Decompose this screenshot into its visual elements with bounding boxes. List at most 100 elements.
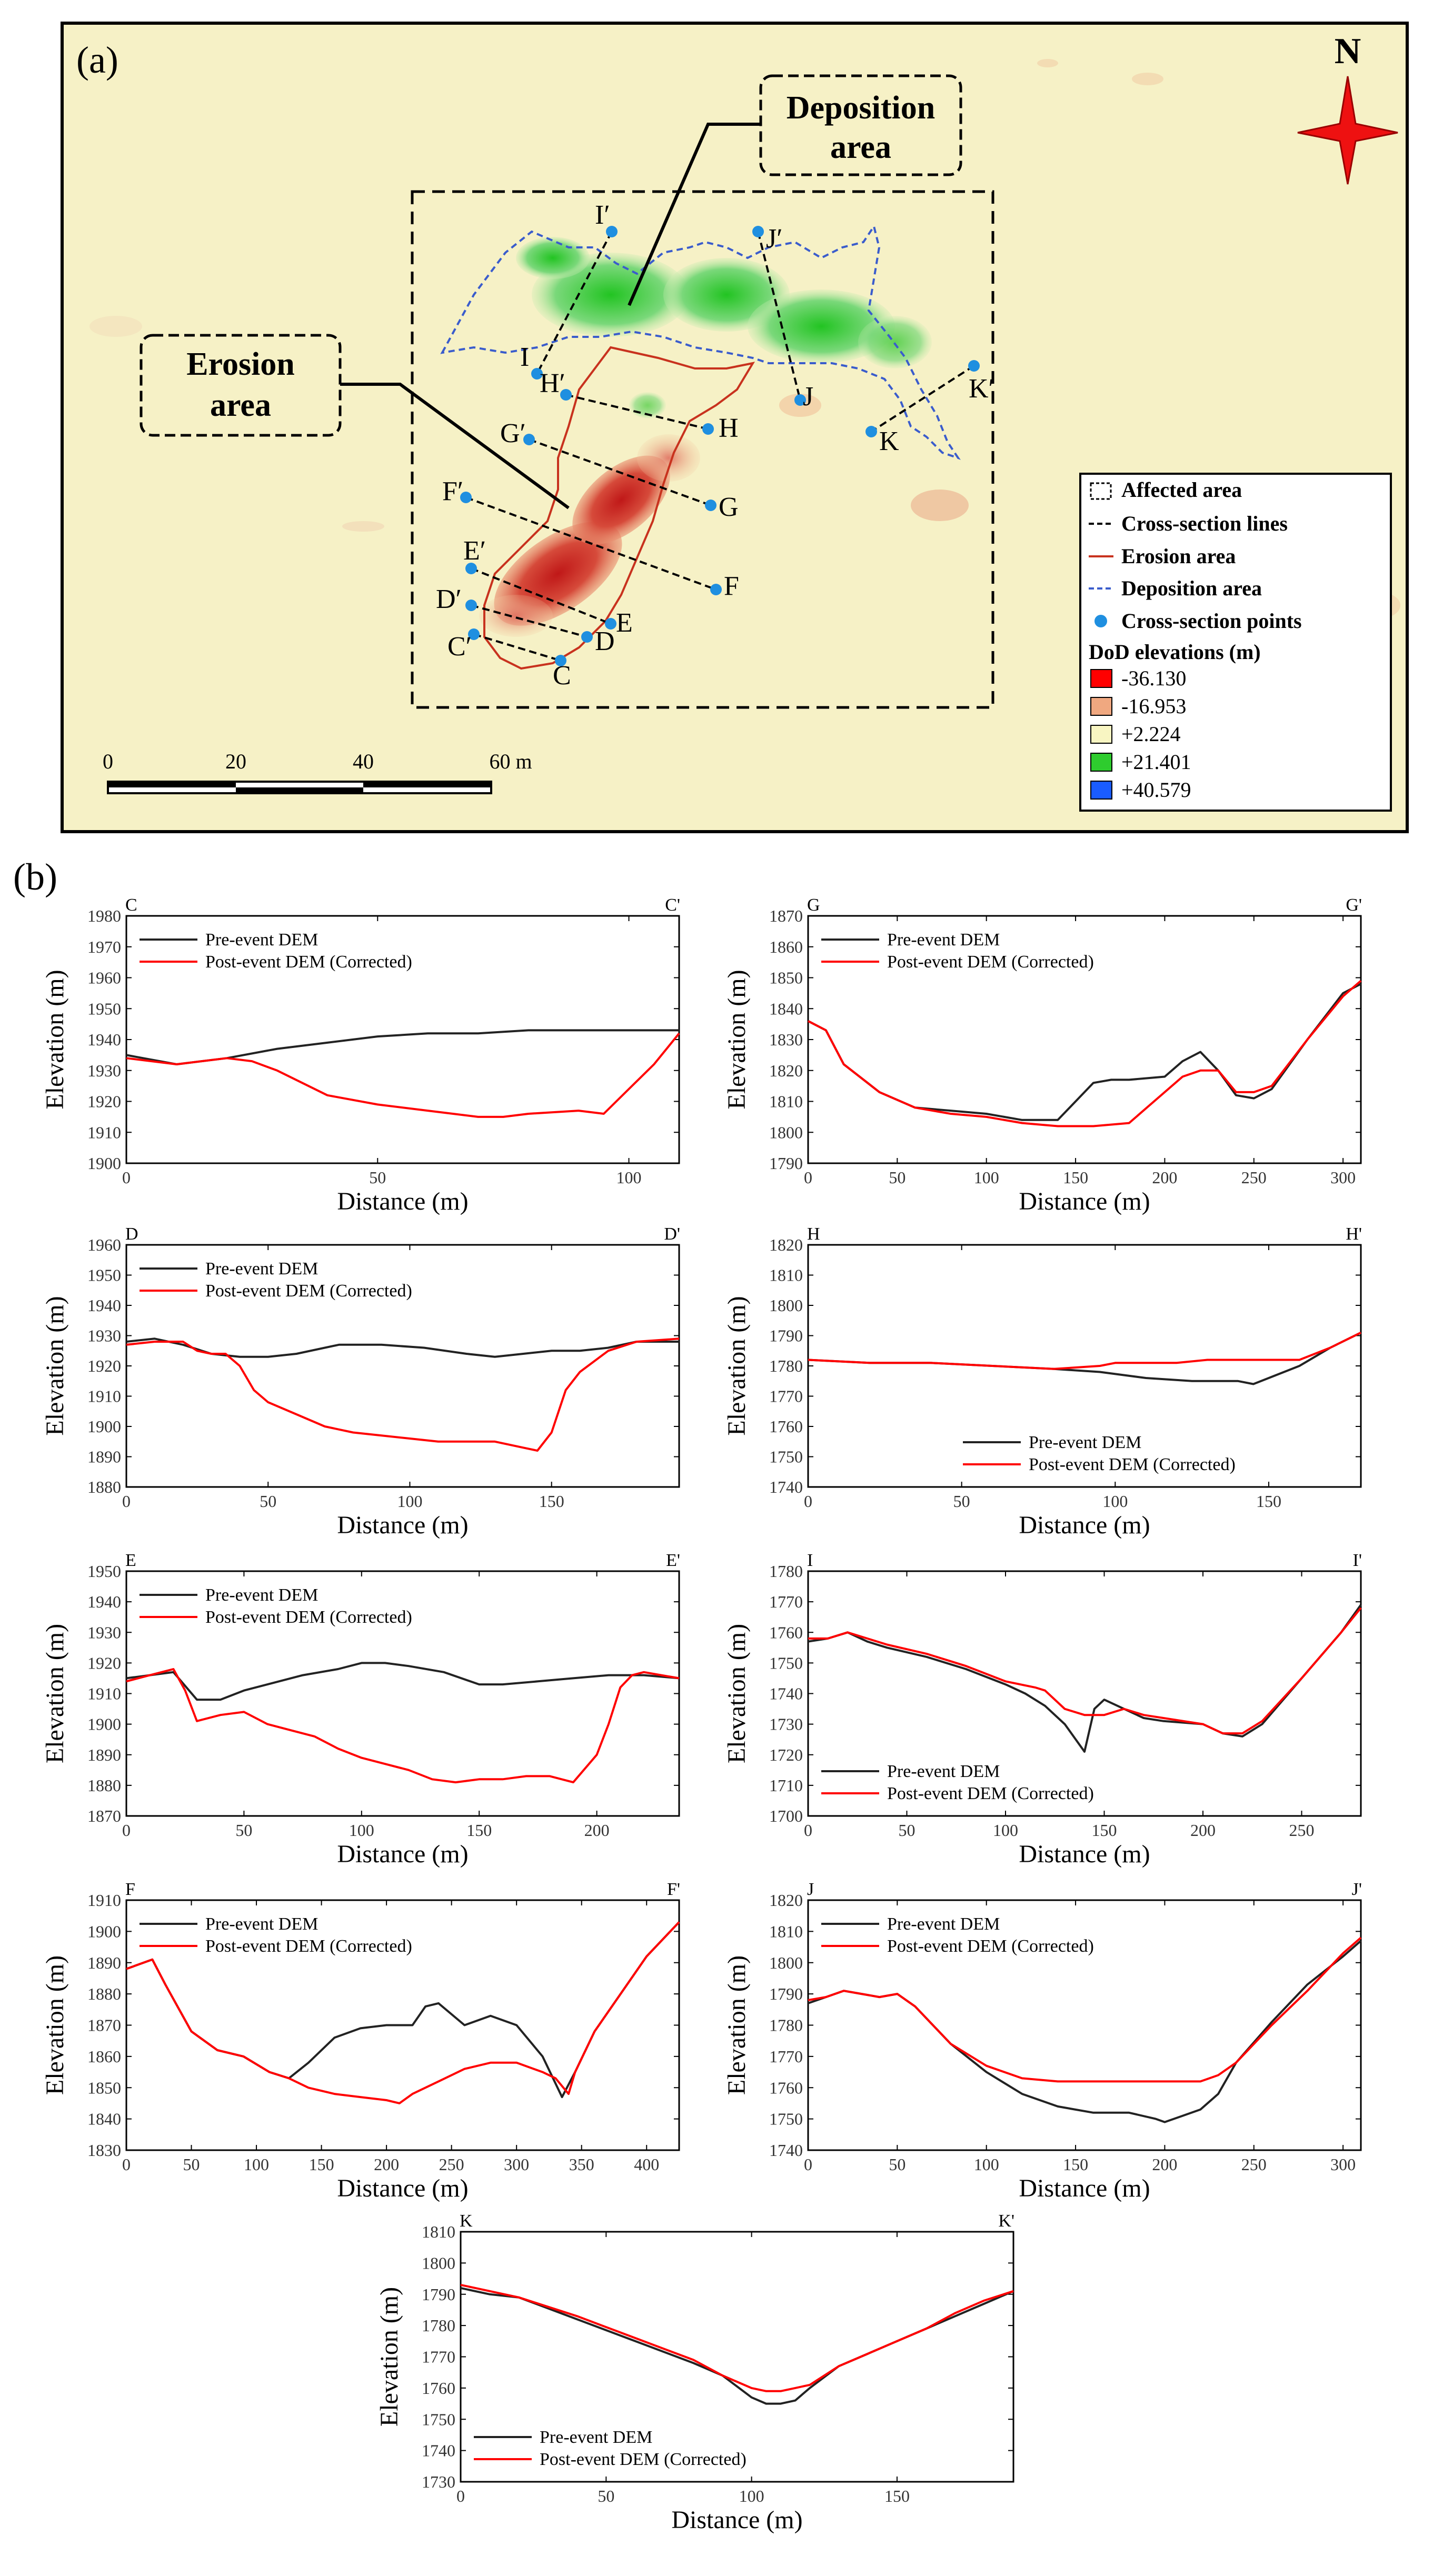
y-tick-label: 1920 [87,1653,121,1672]
label-E: E [616,608,633,638]
section-start-label: I [807,1551,813,1570]
deposition-callout-leader [628,123,761,306]
y-tick-label: 1890 [87,1953,121,1972]
x-tick-label: 300 [504,2155,529,2174]
x-tick-label: 400 [634,2155,659,2174]
legend-dod-1: -16.953 [1121,694,1186,718]
y-tick-label: 1970 [87,937,121,956]
x-tick-label: 100 [974,1168,999,1187]
y-tick-label: 1860 [769,937,803,956]
label-C: C [553,661,571,691]
section-end-label: G' [1346,895,1362,915]
x-tick-label: 50 [889,2155,905,2174]
x-axis-label: Distance (m) [1019,1511,1150,1539]
series-line-pre-event [126,1662,680,1701]
y-tick-label: 1770 [769,1592,803,1611]
point-C-prime [468,628,480,640]
label-D-prime: D′ [436,584,462,614]
panel-a-map: (a) [61,22,1409,833]
legend-entry: Post-event DEM (Corrected) [887,952,1094,972]
y-tick-label: 1940 [87,1030,121,1049]
y-tick-label: 1870 [769,906,803,925]
y-tick-label: 1750 [422,2410,455,2429]
point-E-prime [465,563,477,574]
series-line-post-event [808,1332,1361,1370]
x-tick-label: 0 [804,2155,812,2174]
x-tick-label: 350 [569,2155,594,2174]
chart-K: 1730 1740 1750 1760 1770 1780 1790 1800 1810 0 50 1… [375,2211,1014,2534]
y-tick-label: 1940 [87,1296,121,1315]
legend-entry: Pre-event DEM [205,930,318,950]
x-tick-label: 250 [1241,2155,1267,2174]
legend-entry: Pre-event DEM [205,1914,318,1934]
label-F: F [724,571,739,601]
affected-area-box [411,190,994,709]
x-tick-label: 50 [235,1821,252,1840]
y-tick-label: 1810 [422,2222,455,2241]
y-tick-label: 1800 [422,2253,455,2272]
x-tick-label: 50 [598,2487,614,2505]
x-tick-label: 50 [183,2155,200,2174]
y-tick-label: 1820 [769,1061,803,1080]
chart-H: 1740 1750 1760 1770 1780 1790 1800 1810 1820 0 50 1… [723,1224,1362,1539]
point-K-prime [968,360,980,372]
legend-entry: Post-event DEM (Corrected) [205,1281,412,1301]
legend-entry: Post-event DEM (Corrected) [205,952,412,972]
y-tick-label: 1760 [769,1417,803,1436]
x-tick-label: 300 [1330,2155,1356,2174]
point-D-prime [465,600,477,611]
chart-I: 1700 1710 1720 1730 1740 1750 1760 1770 1780 0 50 1… [723,1551,1362,1868]
legend-box [1079,473,1392,812]
y-tick-label: 1840 [769,999,803,1018]
y-tick-label: 1760 [769,1623,803,1642]
x-tick-label: 50 [953,1492,970,1511]
point-J-prime [752,226,764,237]
x-tick-label: 0 [122,2155,131,2174]
y-axis-label: Elevation (m) [41,970,69,1109]
section-start-label: J [807,1880,814,1899]
north-label: N [1335,31,1361,72]
legend-dod-entries: -36.130 -16.953 +2.224 +21.401 +40.579 [1090,666,1191,802]
x-tick-label: 0 [122,1821,131,1840]
x-tick-label: 150 [466,1821,492,1840]
x-tick-label: 50 [369,1168,386,1187]
y-axis-label: Elevation (m) [375,2287,403,2427]
x-tick-label: 200 [1190,1821,1216,1840]
point-H [702,423,714,435]
label-I: I [520,342,529,372]
x-tick-label: 250 [1289,1821,1315,1840]
y-tick-label: 1730 [422,2472,455,2491]
y-tick-label: 1770 [422,2348,455,2367]
x-tick-label: 150 [1092,1821,1117,1840]
y-tick-label: 1930 [87,1061,121,1080]
y-tick-label: 1840 [87,2110,121,2129]
x-tick-label: 150 [1063,2155,1088,2174]
x-tick-label: 100 [349,1821,374,1840]
y-axis-label: Elevation (m) [723,1624,751,1763]
y-tick-label: 1860 [87,2047,121,2066]
y-tick-label: 1800 [769,1953,803,1972]
section-start-label: D [125,1224,138,1244]
legend-affected: Affected area [1121,478,1242,502]
x-tick-label: 100 [993,1821,1018,1840]
section-start-label: E [125,1551,136,1570]
y-tick-label: 1910 [87,1684,121,1703]
y-tick-label: 1910 [87,1891,121,1910]
series-line-post-event [126,1033,680,1118]
cross-section-points [460,226,980,666]
y-tick-label: 1900 [87,1417,121,1436]
label-E-prime: E′ [463,536,486,566]
x-tick-label: 50 [260,1492,276,1511]
y-tick-label: 1740 [422,2441,455,2460]
legend-dod-title: DoD elevations (m) [1089,640,1261,664]
y-tick-label: 1850 [769,969,803,987]
x-tick-label: 0 [804,1168,812,1187]
north-arrow-icon [1297,76,1398,185]
legend-entry: Pre-event DEM [887,1914,1000,1934]
legend-entry: Post-event DEM (Corrected) [540,2450,747,2469]
